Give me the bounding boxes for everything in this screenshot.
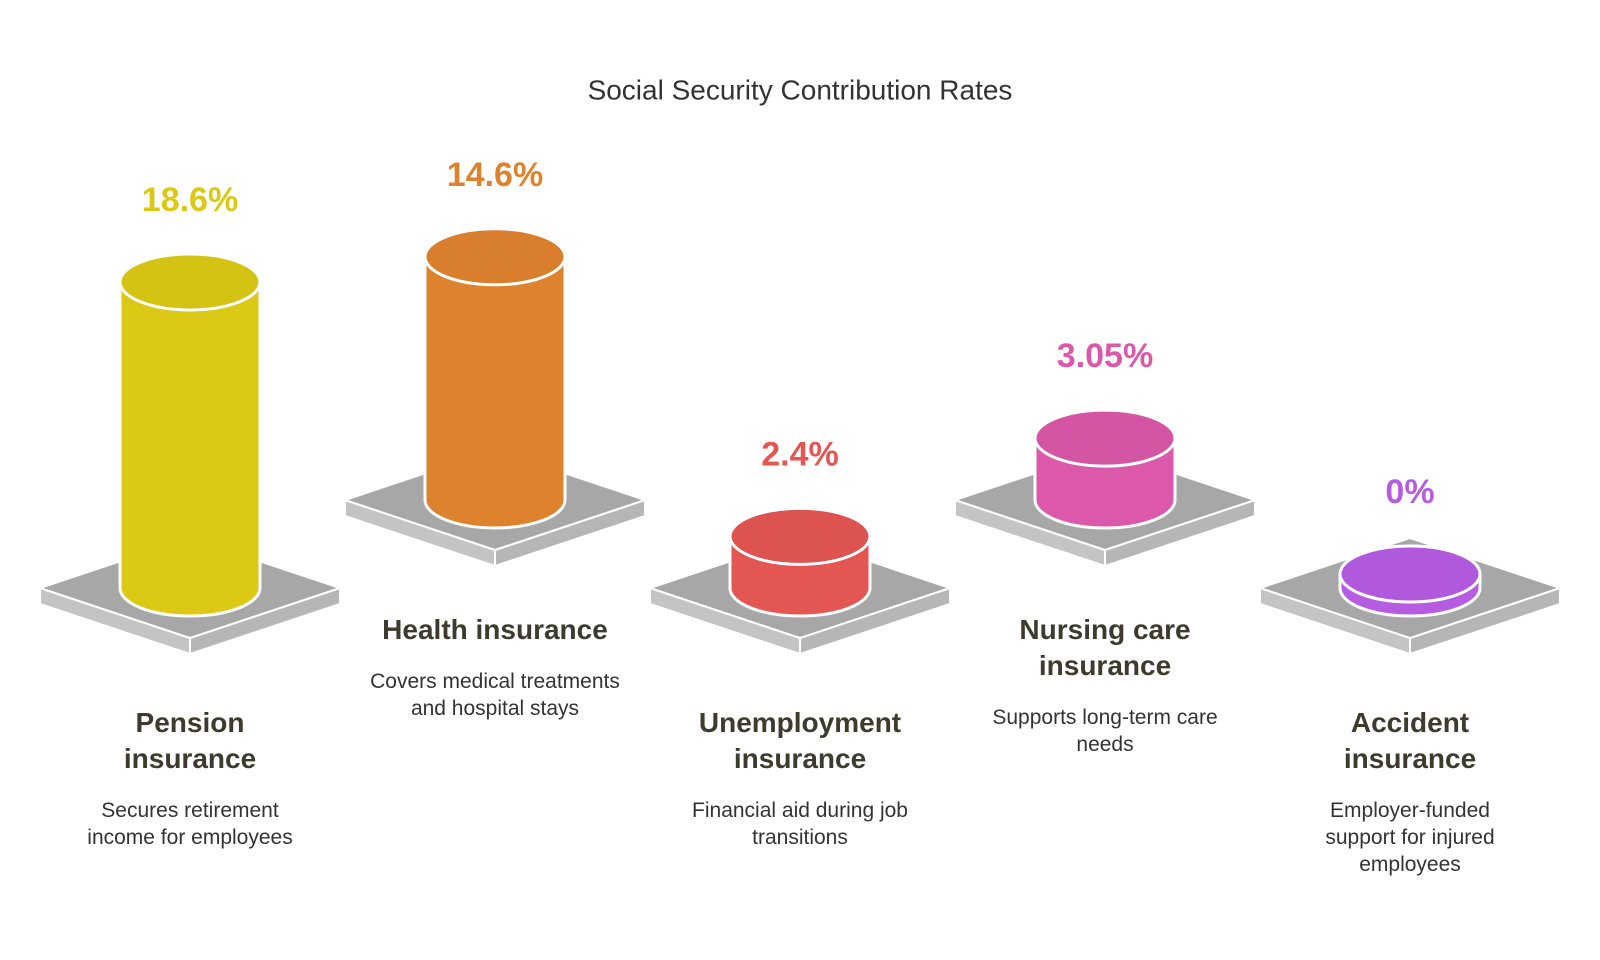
bar-top: [1338, 544, 1482, 604]
value-label: 14.6%: [447, 156, 543, 194]
category-label: Unemployment insurance: [698, 707, 902, 774]
category-description: Employer-funded support for injured empl…: [1325, 799, 1495, 876]
category-label: Health insurance: [382, 614, 608, 645]
bar: [423, 255, 567, 530]
category-block: Accident insurance Employer-funded suppor…: [1260, 705, 1560, 878]
category-block: Pension insurance Secures retirement inco…: [40, 705, 340, 851]
value-label: 0%: [1385, 473, 1434, 511]
chart-title: Social Security Contribution Rates: [588, 74, 1013, 105]
bar-top: [1033, 408, 1177, 468]
category-description: Covers medical treatments and hospital s…: [370, 670, 620, 720]
category-block: Health insurance Covers medical treatment…: [345, 612, 645, 722]
bar-top: [728, 506, 872, 566]
category-block: Unemployment insurance Financial aid duri…: [650, 705, 950, 851]
category-description: Financial aid during job transitions: [692, 799, 908, 849]
bar-top: [423, 227, 567, 287]
category-label: Accident insurance: [1343, 707, 1477, 774]
value-label: 3.05%: [1057, 337, 1153, 375]
value-label: 18.6%: [142, 181, 238, 219]
bar: [118, 280, 262, 618]
category-description: Supports long-term care needs: [992, 706, 1218, 756]
value-label: 2.4%: [761, 435, 839, 473]
category-description: Secures retirement income for employees: [87, 799, 293, 849]
category-block: Nursing care insurance Supports long-term…: [955, 612, 1255, 758]
bar-top: [118, 252, 262, 312]
category-label: Pension insurance: [123, 707, 257, 774]
category-label: Nursing care insurance: [1019, 614, 1191, 681]
